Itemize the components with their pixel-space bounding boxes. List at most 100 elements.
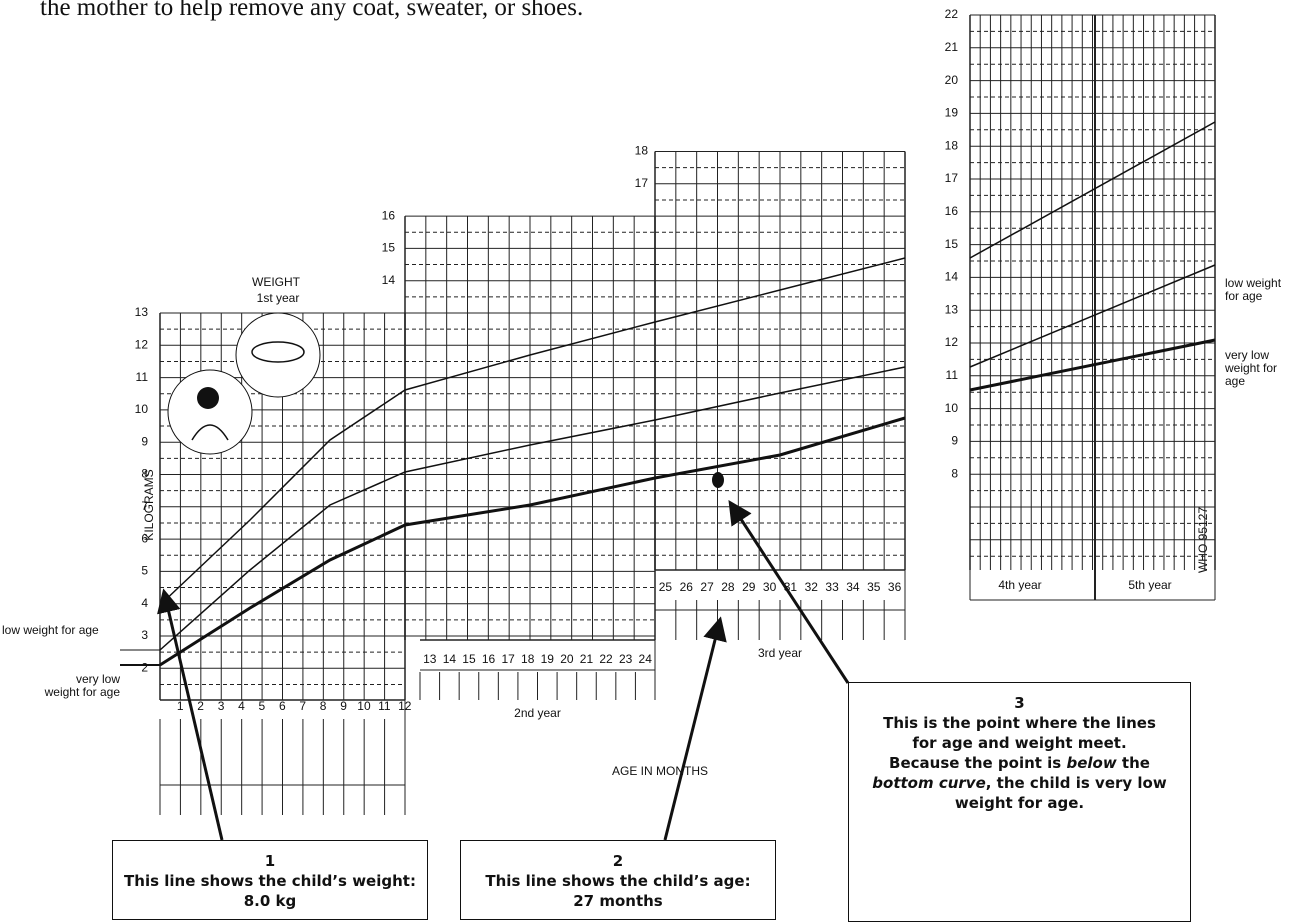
x-tick-label: 30	[763, 580, 777, 594]
x-tick-label: 7	[299, 699, 306, 713]
right-low-label: low weight	[1225, 276, 1282, 290]
y-tick-label: 13	[135, 305, 149, 319]
callout-number: 3	[1014, 694, 1025, 712]
chart-title: WEIGHT	[252, 275, 301, 289]
x-tick-label: 31	[784, 580, 798, 594]
callout-box: 1 This line shows the child’s weight: 8.0 …	[112, 840, 428, 920]
x-tick-label: 20	[560, 652, 574, 666]
right-very-low-curve	[969, 338, 1216, 392]
y-tick-label: 5	[141, 564, 148, 578]
x-tick-label: 21	[580, 652, 594, 666]
y-tick-label: 8	[141, 467, 148, 481]
y-tick-label: 4	[141, 596, 148, 610]
very-low-label: weight for age	[44, 685, 121, 699]
right-very-low-label: age	[1225, 374, 1245, 388]
x-tick-label: 16	[482, 652, 496, 666]
callout-number: 2	[612, 852, 624, 870]
callout-text: below	[1066, 754, 1117, 772]
callout-text: This line shows the child’s age:	[485, 872, 751, 890]
callout-line: bottom curve, the child is very low	[849, 773, 1190, 793]
year-label: 2nd year	[514, 706, 561, 720]
callout-box: 2 This line shows the child’s age: 27 mont…	[460, 840, 776, 920]
y-tick-label: 17	[945, 171, 959, 185]
y-tick-label: 15	[945, 237, 959, 251]
y-tick-label: 14	[945, 270, 959, 284]
right-low-label: for age	[1225, 289, 1263, 303]
callout-line: for age and weight meet.	[849, 733, 1190, 753]
grid	[159, 14, 1216, 815]
y-tick-label: 8	[951, 466, 958, 480]
y-tick-label: 10	[135, 402, 149, 416]
right-low-curve	[969, 264, 1216, 368]
upper-curve	[159, 257, 906, 606]
x-tick-label: 8	[320, 699, 327, 713]
arrow	[728, 499, 850, 684]
callout-text: 27 months	[573, 892, 663, 910]
x-tick-label: 1	[177, 699, 184, 713]
x-tick-label: 4	[238, 699, 245, 713]
x-tick-label: 33	[825, 580, 839, 594]
y-tick-label: 20	[945, 73, 959, 87]
x-tick-label: 11	[378, 699, 391, 713]
x-tick-label: 10	[357, 699, 371, 713]
x-tick-label: 14	[443, 652, 457, 666]
y-tick-label: 12	[945, 335, 959, 349]
intro-text: the mother to help remove any coat, swea…	[40, 0, 584, 21]
year-label: 4th year	[998, 578, 1041, 592]
chart-subtitle: 1st year	[257, 291, 300, 305]
callout-text: This line shows the child’s weight:	[124, 872, 416, 890]
x-tick-label: 26	[680, 580, 694, 594]
y-tick-label: 14	[382, 273, 396, 287]
y-tick-label: 21	[945, 40, 959, 54]
x-tick-label: 34	[846, 580, 860, 594]
callout-line: This line shows the child’s weight:	[113, 871, 427, 891]
right-upper-curve	[969, 121, 1216, 259]
y-tick-label: 19	[945, 106, 959, 120]
right-very-low-label: very low	[1225, 348, 1269, 362]
food-icon	[235, 312, 321, 398]
x-tick-label: 13	[423, 652, 437, 666]
y-tick-label: 12	[135, 337, 149, 351]
x-tick-label: 15	[462, 652, 476, 666]
x-tick-label: 2	[197, 699, 204, 713]
x-tick-label: 18	[521, 652, 535, 666]
callout-text: This is the point where the lines	[883, 714, 1156, 732]
y-tick-label: 15	[382, 241, 396, 255]
x-tick-label: 28	[721, 580, 735, 594]
callout-text: , the child is very low	[985, 774, 1167, 792]
callout-text: weight for age.	[954, 794, 1085, 812]
mother-icon	[167, 369, 253, 455]
x-tick-label: 24	[639, 652, 653, 666]
x-tick-label: 6	[279, 699, 286, 713]
child-point	[712, 472, 724, 488]
y-tick-label: 11	[136, 370, 149, 384]
callout-text: the	[1116, 754, 1150, 772]
low-weight-curve	[159, 366, 906, 651]
y-tick-label: 18	[945, 138, 959, 152]
x-tick-label: 23	[619, 652, 633, 666]
y-tick-label: 13	[945, 302, 959, 316]
x-tick-label: 17	[501, 652, 515, 666]
y-tick-label: 9	[951, 434, 958, 448]
year-label: 3rd year	[758, 646, 802, 660]
y-tick-label: 17	[635, 176, 649, 190]
x-tick-label: 35	[867, 580, 881, 594]
callout-line: Because the point is below the	[849, 753, 1190, 773]
callout-text: 8.0 kg	[243, 892, 297, 910]
x-axis-label: AGE IN MONTHS	[612, 764, 708, 778]
y-axis-label: KILOGRAMS	[142, 469, 156, 540]
y-tick-label: 3	[141, 628, 148, 642]
x-tick-label: 32	[805, 580, 819, 594]
x-tick-label: 29	[742, 580, 756, 594]
x-tick-label: 27	[700, 580, 714, 594]
arrow	[157, 588, 224, 841]
arrow	[663, 616, 727, 841]
callout-box: 3 This is the point where the lines for ag…	[848, 682, 1191, 922]
x-tick-label: 22	[599, 652, 613, 666]
x-tick-label: 3	[218, 699, 225, 713]
y-tick-label: 9	[141, 434, 148, 448]
mother-body	[191, 424, 229, 441]
callout-line: This is the point where the lines	[849, 713, 1190, 733]
x-tick-label: 25	[659, 580, 673, 594]
